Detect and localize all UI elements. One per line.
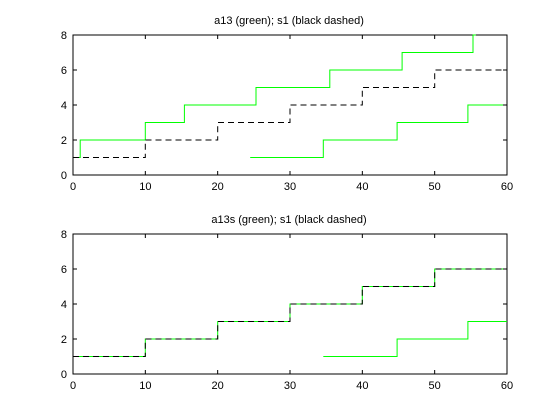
x-tick-label: 30 [284,380,296,392]
series-line-dashed [73,69,507,158]
subplot-title: a13s (green); s1 (black dashed) [211,214,366,226]
x-tick-label: 0 [70,181,76,193]
x-tick-label: 60 [501,181,513,193]
series-line-dashed [73,268,507,357]
x-tick-label: 50 [429,380,441,392]
tick-layer: 0 10 20 30 40 50 60 0 2 4 6 8 [61,229,513,392]
y-tick-label: 6 [61,65,67,77]
subplot-title: a13 (green); s1 (black dashed) [214,15,364,27]
y-tick-label: 8 [61,30,67,42]
y-tick-label: 2 [61,135,67,147]
series-layer [73,34,507,158]
x-tick-label: 30 [284,181,296,193]
plot-frame [72,34,508,176]
x-tick-label: 0 [70,380,76,392]
tick-layer: 0 10 20 30 40 50 60 0 2 4 6 8 [61,30,513,193]
subplot-bottom: a13s (green); s1 (black dashed) 0 10 20 30 4… [61,214,513,392]
x-tick-label: 20 [212,181,224,193]
series-line-1 [250,104,507,158]
y-tick-label: 6 [61,264,67,276]
y-tick-label: 8 [61,229,67,241]
x-tick-label: 40 [356,181,368,193]
subplot-top: a13 (green); s1 (black dashed) 0 10 20 30 40… [61,15,513,193]
x-tick-label: 50 [429,181,441,193]
x-tick-label: 10 [139,380,151,392]
x-tick-label: 20 [212,380,224,392]
x-tick-label: 40 [356,380,368,392]
y-tick-label: 4 [61,299,67,311]
series-line-1 [323,321,507,357]
x-tick-label: 10 [139,181,151,193]
x-tick-label: 60 [501,380,513,392]
y-tick-label: 0 [61,369,67,381]
series-layer [73,268,507,357]
y-tick-label: 4 [61,100,67,112]
series-line-0 [73,34,476,158]
y-tick-label: 2 [61,334,67,346]
y-tick-label: 0 [61,170,67,182]
